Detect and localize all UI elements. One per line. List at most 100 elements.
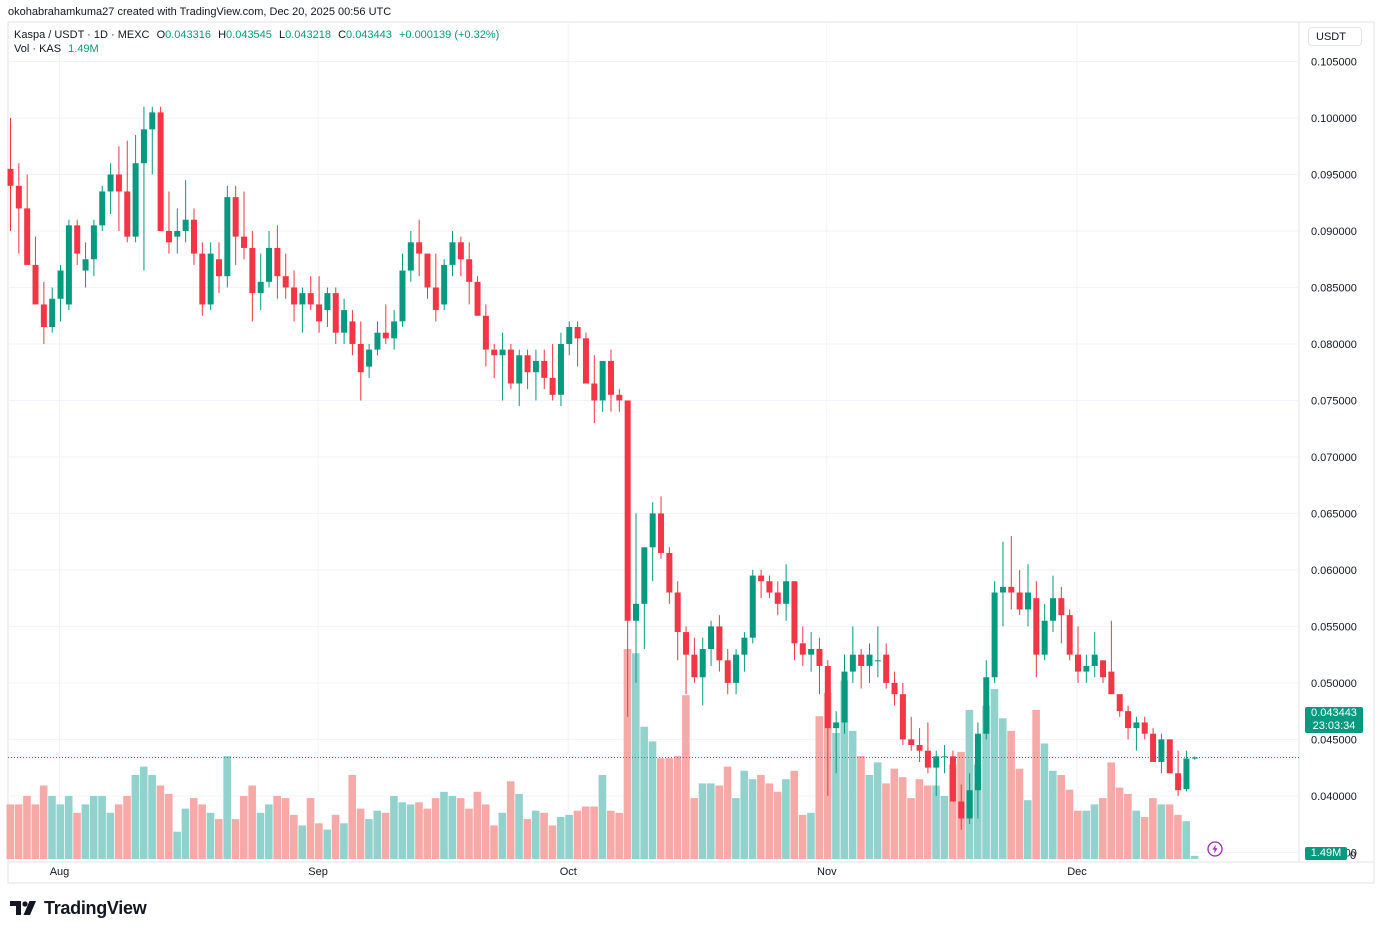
candle-body: [549, 377, 556, 395]
candle-body: [783, 581, 790, 604]
volume-bar: [465, 808, 473, 859]
price-tick-label: 0.050000: [1311, 678, 1357, 690]
candle-body: [165, 231, 172, 243]
candle-body: [491, 349, 498, 356]
candle-body: [841, 671, 848, 723]
volume-bar: [406, 804, 415, 859]
symbol-title[interactable]: Kaspa / USDT · 1D · MEXC: [14, 29, 150, 41]
volume-bar: [715, 785, 723, 859]
volume-bar: [173, 831, 181, 859]
volume-bar: [598, 775, 607, 859]
volume-label[interactable]: Vol · KAS: [14, 43, 62, 55]
candle-body: [1175, 773, 1182, 791]
time-axis[interactable]: Aug Sep Oct Nov Dec: [50, 866, 1088, 878]
candle-body: [891, 682, 898, 695]
volume-bars: [6, 649, 1199, 859]
price-tick-label: 0.105000: [1311, 57, 1357, 69]
price-tick-label: 0.080000: [1311, 339, 1357, 351]
price-axis[interactable]: 0.105000 0.100000 0.095000 0.090000 0.085000…: [1311, 57, 1357, 860]
volume-bar: [932, 785, 940, 859]
candle-body: [115, 174, 122, 192]
volume-bar: [682, 695, 690, 859]
volume-bar: [506, 781, 515, 859]
candle-body: [299, 293, 306, 305]
volume-bar: [648, 741, 657, 859]
volume-bar: [240, 796, 248, 859]
candle-body: [516, 355, 523, 384]
lightning-icon[interactable]: [1207, 841, 1223, 857]
candle-body: [1008, 586, 1015, 593]
candle-body: [207, 253, 214, 305]
candle-body: [241, 236, 248, 248]
volume-bar: [923, 785, 932, 859]
candle-body: [382, 332, 389, 339]
volume-bar: [256, 812, 265, 859]
candle-body: [457, 242, 464, 260]
volume-bar: [698, 783, 707, 859]
candle-body: [7, 168, 14, 186]
volume-bar: [340, 823, 348, 859]
volume-bar: [64, 796, 73, 859]
candle-body: [591, 383, 598, 401]
candle-body: [1183, 758, 1190, 790]
volume-bar: [665, 758, 673, 859]
volume-bar: [790, 770, 799, 859]
bar-countdown: 23:03:34: [1312, 720, 1356, 732]
volume-bar: [448, 796, 457, 859]
change-value: +0.000139 (+0.32%): [398, 29, 500, 41]
volume-bar: [1007, 730, 1015, 859]
ohlc-legend: Kaspa / USDT · 1D · MEXC O0.043316 H0.04…: [14, 29, 499, 41]
volume-bar: [782, 779, 790, 859]
candle-body: [641, 547, 648, 604]
candle-body: [182, 219, 189, 231]
volume-bar: [106, 812, 115, 859]
candle-body: [716, 626, 723, 661]
volume-bar: [431, 798, 440, 859]
candle-body: [24, 208, 31, 265]
high-label: H: [218, 29, 227, 41]
candle-body: [82, 259, 89, 271]
date-tick-label: Aug: [50, 866, 70, 878]
volume-bar: [690, 798, 698, 859]
volume-bar: [565, 814, 573, 859]
price-tick-label: 0.100000: [1311, 113, 1357, 125]
candle-body: [407, 242, 414, 271]
volume-bar: [723, 766, 732, 859]
candle-body: [532, 360, 539, 373]
candle-body: [1066, 615, 1073, 655]
candle-body: [949, 756, 956, 802]
volume-bar: [473, 791, 482, 859]
price-tick-label: 0.070000: [1311, 452, 1357, 464]
created-by-line: okohabrahamkuma27 created with TradingVi…: [8, 6, 392, 18]
currency-button[interactable]: USDT: [1308, 27, 1362, 46]
candle-body: [541, 360, 548, 378]
volume-bar: [231, 819, 240, 859]
candle-body: [708, 626, 715, 649]
volume-tag: 1.49M: [1305, 847, 1347, 860]
volume-bar: [798, 814, 807, 859]
volume-bar: [623, 649, 632, 859]
candle-body: [983, 677, 990, 734]
tradingview-logo[interactable]: TradingView: [10, 898, 147, 918]
candle-body: [1125, 711, 1132, 729]
candle-body: [90, 225, 97, 260]
candle-body: [424, 253, 431, 288]
close-label: C: [338, 29, 347, 41]
candle-body: [49, 298, 56, 328]
candle-body: [1166, 739, 1173, 774]
candle-body: [758, 575, 765, 582]
volume-bar: [14, 804, 23, 859]
candle-body: [883, 654, 890, 683]
candle-body: [524, 355, 531, 373]
candle-body: [1075, 654, 1082, 672]
grid: [8, 22, 1299, 862]
candle-body: [849, 654, 856, 672]
volume-bar: [265, 804, 273, 859]
volume-bar: [907, 798, 915, 859]
volume-bar: [540, 812, 548, 859]
candle-body: [449, 242, 456, 265]
candle-body: [224, 197, 231, 277]
candle-body: [99, 191, 106, 226]
volume-bar: [590, 806, 598, 859]
